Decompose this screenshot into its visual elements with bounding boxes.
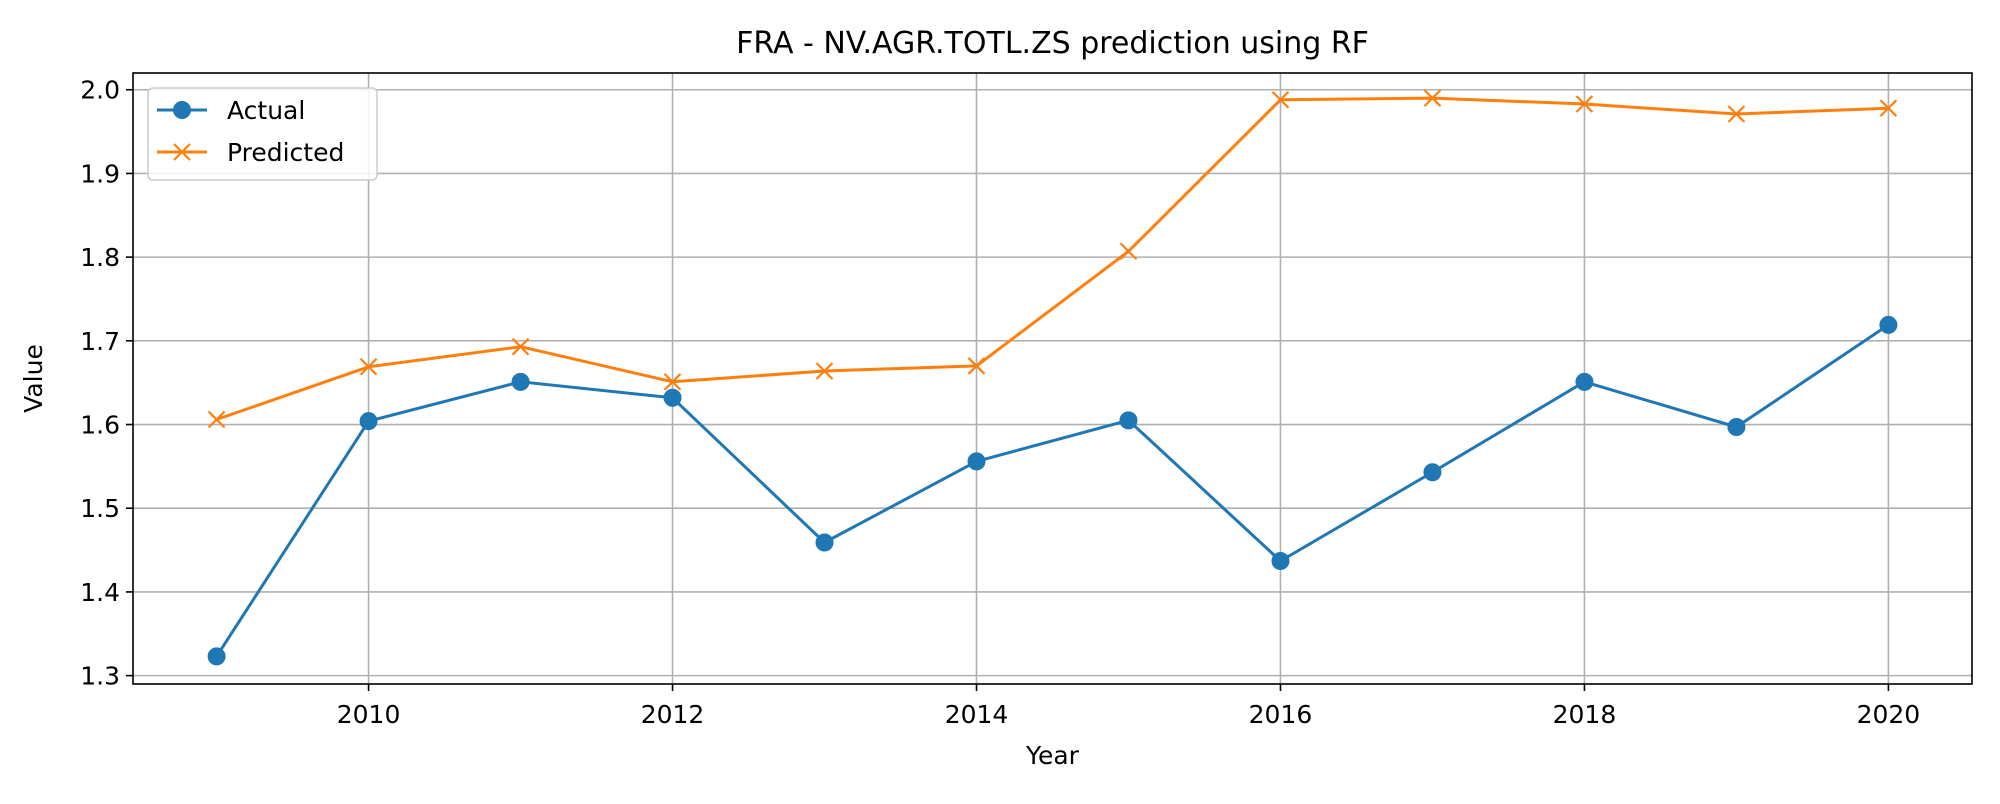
y-tick-label: 1.5 xyxy=(80,494,120,523)
predicted-point xyxy=(1423,89,1442,107)
y-tick-label: 2.0 xyxy=(80,76,120,105)
x-tick-label: 2010 xyxy=(337,700,401,729)
series-actual xyxy=(207,315,1898,666)
series-group xyxy=(207,89,1898,666)
x-axis-label: Year xyxy=(1025,741,1080,770)
x-tick-label: 2014 xyxy=(945,700,1009,729)
legend-item-actual: Actual xyxy=(157,96,305,125)
predicted-point xyxy=(207,410,226,429)
y-tick-label: 1.9 xyxy=(80,159,120,188)
ticks: 2010 2012 2014 2016 2018 2020 1.3 1.4 1.5 1.6 1.7 1… xyxy=(80,76,1920,729)
predicted-line xyxy=(216,96,1889,421)
axes-frame xyxy=(132,72,1973,685)
predicted-point xyxy=(1727,105,1746,123)
legend-item-predicted: Predicted xyxy=(157,138,344,167)
actual-point xyxy=(1423,463,1442,482)
predicted-point xyxy=(1575,95,1594,113)
x-tick-label: 2012 xyxy=(641,700,705,729)
x-tick-label: 2020 xyxy=(1857,700,1921,729)
predicted-point xyxy=(1119,242,1138,261)
actual-point xyxy=(815,533,834,552)
grid xyxy=(133,73,1972,684)
predicted-point xyxy=(663,373,682,391)
actual-point xyxy=(1575,372,1594,391)
y-tick-label: 1.6 xyxy=(80,411,120,440)
series-predicted xyxy=(207,89,1898,429)
actual-point xyxy=(1271,551,1290,570)
predicted-point xyxy=(815,362,834,380)
predicted-point xyxy=(359,358,378,376)
predicted-point xyxy=(967,357,986,375)
predicted-point xyxy=(511,337,530,356)
x-tick-label: 2016 xyxy=(1249,700,1313,729)
actual-point xyxy=(967,452,986,471)
y-axis-label: Value xyxy=(19,344,48,413)
actual-point xyxy=(207,647,226,666)
predicted-point xyxy=(1271,91,1290,109)
y-tick-label: 1.3 xyxy=(80,662,120,691)
y-tick-label: 1.8 xyxy=(80,243,120,272)
chart-title: FRA - NV.AGR.TOTL.ZS prediction using RF xyxy=(736,26,1369,61)
actual-point xyxy=(511,372,530,391)
legend-marker xyxy=(173,143,191,161)
legend-label: Predicted xyxy=(227,138,344,167)
actual-line xyxy=(215,323,1890,658)
y-tick-label: 1.7 xyxy=(80,327,120,356)
predicted-point xyxy=(1879,99,1898,117)
legend: Actual Predicted xyxy=(147,87,378,181)
actual-point xyxy=(1119,411,1138,430)
y-tick-label: 1.4 xyxy=(80,578,120,607)
actual-point xyxy=(663,388,682,407)
legend-label: Actual xyxy=(227,96,305,125)
actual-point xyxy=(1727,418,1746,437)
actual-point xyxy=(359,412,378,431)
actual-point xyxy=(1879,315,1898,334)
x-tick-label: 2018 xyxy=(1553,700,1617,729)
legend-marker xyxy=(173,101,191,119)
